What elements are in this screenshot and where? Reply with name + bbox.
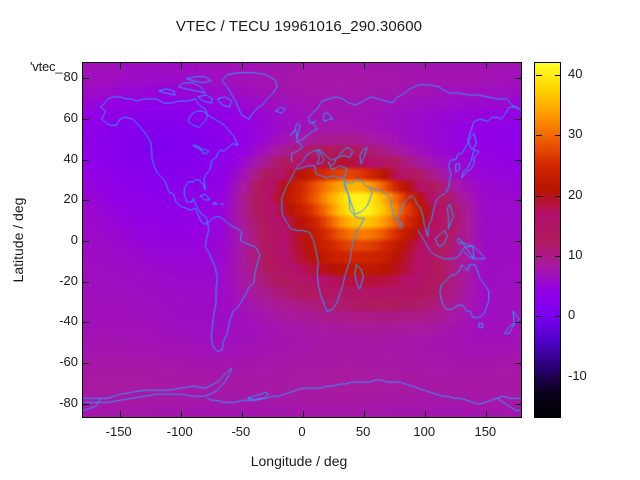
y-tick-label: -40 xyxy=(59,313,78,329)
y-tick-mark xyxy=(515,404,521,405)
colorbar-tick-mark xyxy=(555,75,560,76)
y-tick-label: -20 xyxy=(59,272,78,288)
vtec-series-annotation: 'vtec_ xyxy=(30,59,63,74)
y-tick-mark xyxy=(83,119,89,120)
y-tick-mark xyxy=(515,119,521,120)
x-tick-label: -50 xyxy=(231,424,251,439)
y-tick-mark xyxy=(515,160,521,161)
x-tick-mark xyxy=(364,63,365,69)
colorbar-tick-label: 10 xyxy=(568,247,583,263)
x-tick-mark xyxy=(181,411,182,417)
y-tick-label: 0 xyxy=(70,232,78,247)
x-tick-label: -150 xyxy=(105,424,132,439)
y-tick-label: 20 xyxy=(63,191,78,207)
colorbar-tick-label: 40 xyxy=(568,66,583,82)
coastline-overlay-canvas xyxy=(83,63,521,417)
y-tick-mark xyxy=(515,200,521,201)
x-tick-mark xyxy=(181,63,182,69)
x-tick-mark xyxy=(303,411,304,417)
colorbar-tick-label: -10 xyxy=(568,367,587,383)
colorbar-tick-label: 30 xyxy=(568,126,583,142)
y-tick-mark xyxy=(515,363,521,364)
x-tick-mark xyxy=(486,411,487,417)
x-axis-label: Longitude / deg xyxy=(250,453,348,469)
x-tick-mark xyxy=(486,63,487,69)
colorbar-tick-label: 0 xyxy=(568,307,576,323)
y-tick-mark xyxy=(83,404,89,405)
colorbar-tick-mark xyxy=(536,135,542,136)
x-tick-label: 50 xyxy=(355,424,371,439)
y-tick-label: 40 xyxy=(63,150,78,166)
page-title: VTEC / TECU 19961016_290.30600 xyxy=(175,18,423,35)
y-tick-label: -60 xyxy=(59,354,78,370)
colorbar-tick-mark xyxy=(536,377,542,378)
colorbar-gradient xyxy=(535,63,560,417)
x-tick-mark xyxy=(120,63,121,69)
y-tick-mark xyxy=(515,241,521,242)
y-tick-mark xyxy=(515,78,521,79)
y-tick-label: -80 xyxy=(59,394,78,410)
colorbar-tick-label: 20 xyxy=(568,186,583,202)
x-tick-label: -100 xyxy=(166,424,193,439)
x-tick-mark xyxy=(303,63,304,69)
colorbar-tick-mark xyxy=(555,196,560,197)
colorbar[interactable] xyxy=(534,62,561,418)
y-tick-mark xyxy=(83,363,89,364)
colorbar-ticks: 40 30 20 10 0 -10 xyxy=(534,0,640,480)
colorbar-tick-mark xyxy=(536,196,542,197)
colorbar-tick-mark xyxy=(536,316,542,317)
y-tick-label: 80 xyxy=(63,69,78,85)
colorbar-tick-mark xyxy=(536,75,542,76)
y-tick-mark xyxy=(83,160,89,161)
colorbar-tick-mark xyxy=(555,256,560,257)
y-tick-mark xyxy=(83,78,89,79)
x-tick-label: 100 xyxy=(413,424,436,439)
colorbar-tick-mark xyxy=(555,135,560,136)
colorbar-tick-mark xyxy=(536,256,542,257)
y-tick-mark xyxy=(83,241,89,242)
y-tick-mark xyxy=(515,322,521,323)
y-tick-label: 60 xyxy=(63,109,78,125)
x-tick-label: 150 xyxy=(474,424,497,439)
x-tick-mark xyxy=(425,411,426,417)
colorbar-tick-mark xyxy=(555,316,560,317)
y-tick-mark xyxy=(83,282,89,283)
x-tick-label: 0 xyxy=(298,424,306,439)
x-axis-ticks: -150 -100 -50 0 50 100 150 xyxy=(0,424,640,444)
y-axis-ticks: 80 60 40 20 0 -20 -40 -60 -80 xyxy=(26,0,78,480)
y-tick-mark xyxy=(83,200,89,201)
y-axis-label: Latitude / deg xyxy=(10,197,26,283)
x-tick-mark xyxy=(120,411,121,417)
x-tick-mark xyxy=(242,63,243,69)
y-tick-mark xyxy=(515,282,521,283)
map-plot-area[interactable] xyxy=(82,62,522,418)
x-tick-mark xyxy=(364,411,365,417)
x-tick-mark xyxy=(242,411,243,417)
colorbar-tick-mark xyxy=(555,377,560,378)
x-tick-mark xyxy=(425,63,426,69)
y-tick-mark xyxy=(83,322,89,323)
